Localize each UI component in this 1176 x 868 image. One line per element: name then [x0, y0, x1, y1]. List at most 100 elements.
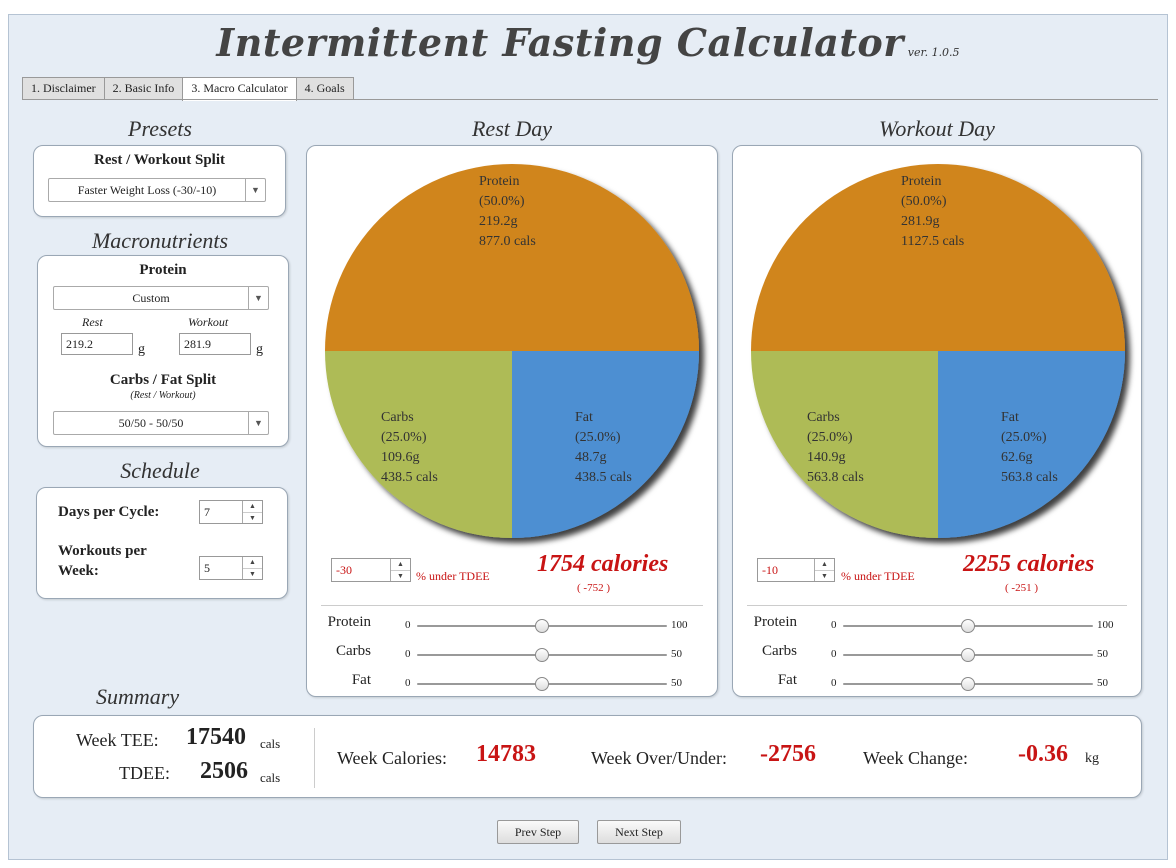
slider-min-label: 0: [405, 677, 411, 689]
decrement-icon[interactable]: ▼: [249, 569, 256, 578]
workouts-per-week-label-1: Workouts per: [58, 543, 147, 559]
split-preset-select[interactable]: Faster Weight Loss (-30/-10) ▼: [48, 178, 266, 202]
slider-handle[interactable]: [535, 677, 549, 691]
rest-calories: 1754 calories: [537, 551, 669, 577]
rest-day-box: Protein (50.0%) 219.2g 877.0 cals Carbs (25.…: [306, 145, 718, 697]
chevron-down-icon: ▼: [248, 287, 268, 309]
tab-basic-info[interactable]: 2. Basic Info: [103, 77, 184, 99]
protein-label: Protein: [139, 262, 187, 278]
week-calories-label: Week Calories:: [337, 748, 448, 768]
workout-calories: 2255 calories: [963, 551, 1095, 577]
workout-protein-input[interactable]: 281.9: [179, 333, 251, 355]
tab-goals[interactable]: 4. Goals: [295, 77, 354, 99]
rest-unit: g: [138, 342, 145, 357]
week-tee-unit: cals: [260, 736, 281, 751]
week-change-label: Week Change:: [863, 748, 969, 768]
rest-carbs-slider-row: Carbs 0 50: [307, 643, 707, 665]
carbs-fat-split-sublabel: (Rest / Workout): [130, 390, 196, 401]
rest-calories-delta: ( -752 ): [577, 582, 610, 594]
page-title: Intermittent Fasting Calculator ver. 1.0.…: [216, 20, 960, 65]
slider-min-label: 0: [405, 619, 411, 631]
rest-tdee-offset-stepper[interactable]: -30 ▲ ▼: [331, 558, 411, 582]
rest-protein-input[interactable]: 219.2: [61, 333, 133, 355]
slider-min-label: 0: [831, 648, 837, 660]
workout-carbs-label: Carbs (25.0%) 140.9g 563.8 cals: [807, 410, 864, 485]
workout-protein-label: Protein (50.0%) 281.9g 1127.5 cals: [901, 174, 965, 249]
slider-max-label: 50: [1097, 648, 1108, 660]
workout-fat-slider-row: Fat 0 50: [733, 672, 1133, 694]
workout-unit: g: [256, 342, 263, 357]
workout-fat-slice: [938, 351, 1125, 538]
week-change-value: -0.36: [1018, 741, 1068, 767]
workout-carbs-slice: [751, 351, 938, 538]
summary-title: Summary: [96, 684, 180, 709]
workout-tdee-offset-stepper[interactable]: -10 ▲ ▼: [757, 558, 835, 582]
workout-day-pie: [751, 164, 1125, 538]
slider-handle[interactable]: [961, 619, 975, 633]
rest-protein-slice: [325, 164, 699, 351]
rest-fat-slider-row: Fat 0 50: [307, 672, 707, 694]
rest-carbs-label: Carbs (25.0%) 109.6g 438.5 cals: [381, 410, 438, 485]
slider-handle[interactable]: [961, 648, 975, 662]
tdee-value: 2506: [200, 758, 248, 784]
workouts-per-week-label-2: Week:: [58, 563, 99, 579]
carbs-fat-split-select[interactable]: 50/50 - 50/50 ▼: [53, 411, 269, 435]
carbs-fat-split-label: Carbs / Fat Split: [109, 372, 217, 388]
decrement-icon[interactable]: ▼: [249, 513, 256, 522]
macronutrients-title: Macronutrients: [91, 228, 229, 253]
carbs-fat-split-value: 50/50 - 50/50: [118, 416, 184, 430]
week-change-unit: kg: [1085, 751, 1099, 766]
divider: [747, 605, 1127, 606]
rest-col-label: Rest: [82, 315, 103, 329]
workout-protein-slider-row: Protein 0 100: [733, 614, 1133, 636]
split-preset-value: Faster Weight Loss (-30/-10): [77, 183, 217, 197]
macro-panel: [22, 99, 1158, 815]
workout-carbs-slider-label: Carbs: [762, 643, 797, 659]
week-over-under-label: Week Over/Under:: [591, 748, 727, 768]
increment-icon[interactable]: ▲: [243, 501, 262, 513]
workout-carbs-slider-row: Carbs 0 50: [733, 643, 1133, 665]
days-per-cycle-label: Days per Cycle:: [58, 504, 160, 520]
chevron-down-icon: ▼: [248, 412, 268, 434]
decrement-icon[interactable]: ▼: [821, 571, 828, 580]
presets-box: Rest / Workout Split Faster Weight Loss …: [33, 145, 286, 217]
workout-col-label: Workout: [188, 315, 229, 329]
rest-fat-label: Fat (25.0%) 48.7g 438.5 cals: [575, 410, 632, 485]
summary-box: Week TEE: 17540 cals TDEE: 2506 cals Wee…: [33, 715, 1142, 798]
rest-carbs-slider-label: Carbs: [336, 643, 371, 659]
protein-mode-value: Custom: [132, 291, 170, 305]
rest-protein-slider-label: Protein: [327, 614, 371, 630]
divider: [321, 605, 703, 606]
schedule-title: Schedule: [120, 458, 200, 483]
slider-max-label: 50: [671, 648, 682, 660]
workout-protein-slider-label: Protein: [753, 614, 797, 630]
protein-mode-select[interactable]: Custom ▼: [53, 286, 269, 310]
workout-day-box: Protein (50.0%) 281.9g 1127.5 cals Carbs (25…: [732, 145, 1142, 697]
workout-fat-slider-label: Fat: [777, 672, 797, 688]
increment-icon[interactable]: ▲: [815, 559, 834, 571]
slider-handle[interactable]: [961, 677, 975, 691]
split-label: Rest / Workout Split: [94, 152, 225, 168]
presets-title: Presets: [128, 116, 192, 141]
workout-calories-delta: ( -251 ): [1005, 582, 1038, 594]
increment-icon[interactable]: ▲: [391, 559, 410, 571]
slider-handle[interactable]: [535, 619, 549, 633]
slider-max-label: 100: [671, 619, 688, 631]
days-per-cycle-value: 7: [204, 505, 210, 519]
slider-min-label: 0: [405, 648, 411, 660]
slider-handle[interactable]: [535, 648, 549, 662]
days-per-cycle-stepper[interactable]: 7 ▲ ▼: [199, 500, 263, 524]
version-label: ver. 1.0.5: [907, 46, 960, 59]
workouts-per-week-stepper[interactable]: 5 ▲ ▼: [199, 556, 263, 580]
schedule-box: Days per Cycle: 7 ▲ ▼ Workouts per Week: …: [36, 487, 288, 599]
increment-icon[interactable]: ▲: [243, 557, 262, 569]
tab-macro-calculator[interactable]: 3. Macro Calculator: [182, 77, 297, 101]
tab-disclaimer[interactable]: 1. Disclaimer: [22, 77, 105, 99]
prev-step-button[interactable]: Prev Step: [497, 820, 579, 844]
workout-protein-slice: [751, 164, 1125, 351]
rest-tdee-offset-value: -30: [336, 563, 352, 577]
week-tee-value: 17540: [186, 724, 246, 750]
decrement-icon[interactable]: ▼: [397, 571, 404, 580]
workout-fat-label: Fat (25.0%) 62.6g 563.8 cals: [1001, 410, 1058, 485]
next-step-button[interactable]: Next Step: [597, 820, 681, 844]
